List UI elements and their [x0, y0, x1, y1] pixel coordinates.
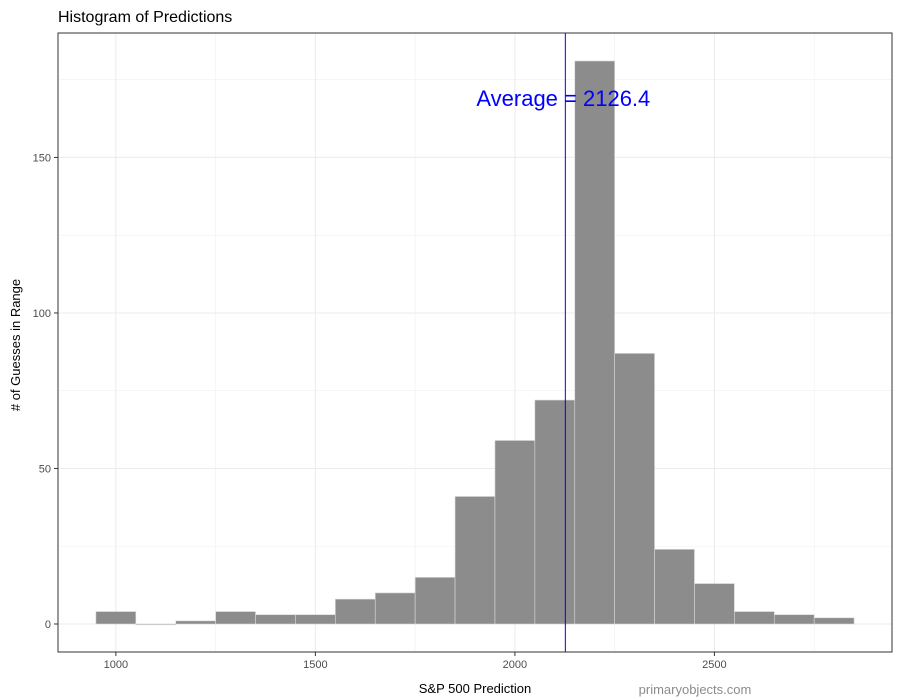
histogram-bar: [335, 598, 376, 625]
histogram-bar: [414, 577, 456, 625]
histogram-bar: [813, 617, 855, 625]
histogram-bar: [734, 611, 775, 625]
histogram-bar: [494, 440, 536, 625]
histogram-bar: [773, 614, 815, 625]
y-tick-label: 50: [39, 463, 51, 475]
histogram-bar: [694, 583, 735, 625]
y-tick-label: 100: [33, 308, 51, 320]
histogram-bars: [95, 60, 855, 626]
x-tick-label: 1500: [303, 659, 327, 671]
histogram-bar: [135, 623, 177, 626]
chart-title: Histogram of Predictions: [58, 9, 232, 26]
x-tick-label: 2000: [503, 659, 527, 671]
average-label: Average = 2126.4: [476, 86, 650, 111]
histogram-bar: [574, 60, 615, 625]
y-tick-label: 0: [45, 619, 51, 631]
y-axis-ticks: 0 50 100 150: [33, 152, 58, 631]
x-axis-title: S&P 500 Prediction: [419, 681, 532, 696]
histogram-bar: [374, 592, 416, 625]
y-tick-label: 150: [33, 152, 51, 164]
histogram-bar: [614, 353, 655, 625]
x-tick-label: 1000: [104, 659, 128, 671]
x-tick-label: 2500: [702, 659, 726, 671]
watermark-text: primaryobjects.com: [639, 682, 752, 697]
histogram-bar: [255, 614, 296, 625]
plot-border: [57, 32, 893, 653]
histogram-bar: [654, 549, 695, 625]
histogram-bar: [534, 399, 576, 625]
histogram-bar: [95, 611, 137, 625]
y-axis-title: # of Guesses in Range: [8, 279, 23, 411]
x-axis-ticks: 1000 1500 2000 2500: [104, 652, 727, 671]
histogram-bar: [215, 611, 256, 625]
histogram-bar: [295, 614, 336, 625]
histogram-bar: [175, 620, 216, 625]
histogram-bar: [454, 496, 496, 625]
